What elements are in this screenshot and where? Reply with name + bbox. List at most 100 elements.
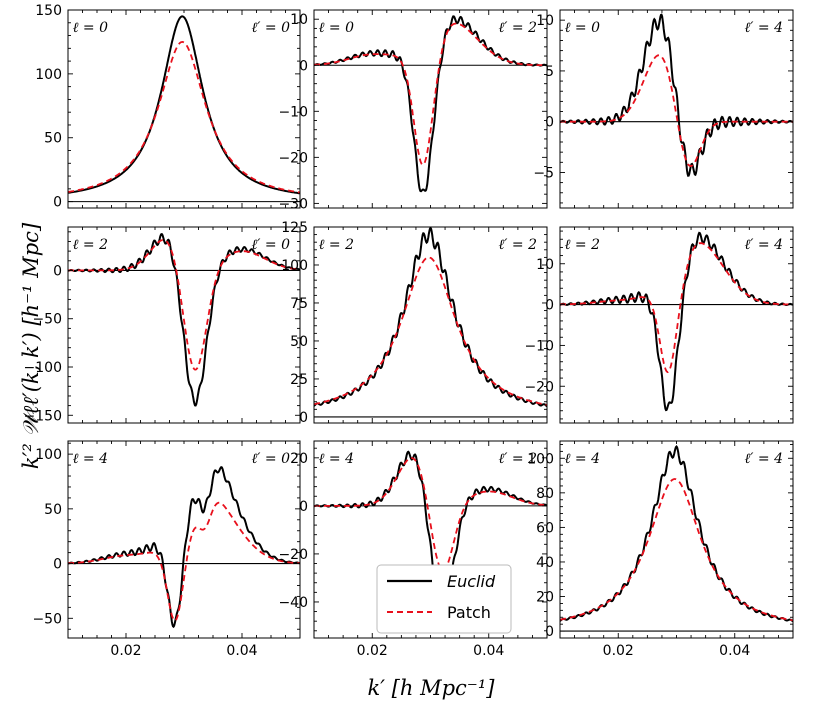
y-tick-label: 50 xyxy=(44,131,62,147)
axes-frame xyxy=(67,440,301,639)
series-patch xyxy=(68,40,300,194)
y-tick-label: 40 xyxy=(536,555,554,571)
series-euclid xyxy=(314,15,547,193)
series-euclid xyxy=(68,15,300,195)
series-patch xyxy=(314,22,547,166)
x-tick-label: 0.02 xyxy=(357,643,388,659)
panel-label-left: ℓ = 0 xyxy=(319,20,354,36)
y-tick-label: 100 xyxy=(35,447,62,463)
y-tick-label: 0 xyxy=(299,410,308,426)
panel-1-2: −20 −10 0 10 ℓ = 2 ℓ′ = 4 xyxy=(524,226,794,424)
series-euclid xyxy=(68,466,300,629)
y-tick-label: 25 xyxy=(290,372,308,388)
y-tick-label: −20 xyxy=(278,150,308,166)
x-tick-label: 0.04 xyxy=(473,643,504,659)
series-patch xyxy=(560,478,793,622)
axes-frame xyxy=(67,226,301,424)
y-tick-label: 5 xyxy=(545,64,554,80)
y-tick-label: 50 xyxy=(44,502,62,518)
panel-label-left: ℓ = 2 xyxy=(319,237,354,253)
panel-label-right: ℓ′ = 4 xyxy=(744,451,783,467)
axes-frame xyxy=(559,9,794,209)
panel-label-right: ℓ′ = 4 xyxy=(744,237,783,253)
y-tick-label: 0 xyxy=(299,58,308,74)
y-tick-label: 50 xyxy=(290,334,308,350)
y-tick-label: 0 xyxy=(545,298,554,314)
panel-label-left: ℓ = 0 xyxy=(565,20,600,36)
panel-label-right: ℓ′ = 4 xyxy=(744,20,783,36)
y-tick-label: −10 xyxy=(524,338,554,354)
series-euclid xyxy=(560,444,793,623)
y-tick-label: 0 xyxy=(299,499,308,515)
series-patch xyxy=(68,239,300,371)
y-tick-label: 10 xyxy=(536,257,554,273)
panel-0-2: −5 0 5 10 ℓ = 0 ℓ′ = 4 xyxy=(533,9,794,209)
panel-label-left: ℓ = 0 xyxy=(73,20,108,36)
series-patch xyxy=(314,457,547,572)
y-tick-label: 150 xyxy=(35,3,62,19)
panel-0-0: 0 50 100 150 ℓ = 0 ℓ′ = 0 xyxy=(35,3,301,211)
series-patch xyxy=(560,54,793,168)
panel-label-left: ℓ = 4 xyxy=(565,451,600,467)
y-axis-label: k′² 𝒲ℓℓ′(k, k′) [h⁻¹ Mpc] xyxy=(19,222,43,469)
y-tick-label: 75 xyxy=(290,296,308,312)
y-tick-label: 0 xyxy=(53,557,62,573)
y-tick-label: −150 xyxy=(24,408,62,424)
panel-label-right: ℓ′ = 2 xyxy=(498,20,537,36)
y-tick-label: −50 xyxy=(32,312,62,328)
series-euclid xyxy=(68,233,300,407)
x-axis-label: k′ [h Mpc⁻¹] xyxy=(368,676,496,700)
series-patch xyxy=(560,242,793,374)
series-euclid xyxy=(560,231,793,412)
y-tick-label: 0 xyxy=(53,263,62,279)
panel-label-right: ℓ′ = 0 xyxy=(251,237,290,253)
panel-2-2: 0.02 0.04 0 20 40 60 80 100 ℓ = 4 ℓ′ = 4 xyxy=(527,440,794,659)
legend-euclid-label: Euclid xyxy=(447,572,496,591)
legend-patch-label: Patch xyxy=(447,603,491,622)
x-tick-label: 0.02 xyxy=(110,643,141,659)
panel-label-right: ℓ′ = 0 xyxy=(251,451,290,467)
panel-2-0: 0.02 0.04 −50 0 50 100 ℓ = 4 ℓ′ = 0 xyxy=(32,440,301,659)
panel-label-left: ℓ = 4 xyxy=(319,451,354,467)
y-tick-label: 0 xyxy=(545,115,554,131)
y-tick-label: −5 xyxy=(533,165,554,181)
panel-0-1: −30 −20 −10 0 10 ℓ = 0 ℓ′ = 2 xyxy=(278,9,548,212)
y-tick-label: 20 xyxy=(536,590,554,606)
axes-frame xyxy=(313,9,548,209)
series-patch xyxy=(68,501,300,622)
panel-1-0: −150 −100 −50 0 ℓ = 2 ℓ′ = 0 xyxy=(24,226,301,424)
y-tick-label: 100 xyxy=(35,67,62,83)
y-tick-label: 10 xyxy=(290,12,308,28)
y-tick-label: −50 xyxy=(32,611,62,627)
y-tick-label: −30 xyxy=(278,196,308,212)
y-tick-label: −20 xyxy=(524,379,554,395)
axes-frame xyxy=(559,440,794,639)
series-euclid xyxy=(314,227,547,408)
panel-label-right: ℓ′ = 2 xyxy=(498,237,537,253)
x-tick-label: 0.02 xyxy=(603,643,634,659)
panel-label-left: ℓ = 2 xyxy=(73,237,108,253)
series-patch xyxy=(314,256,547,406)
x-tick-label: 0.04 xyxy=(226,643,257,659)
legend: Euclid Patch xyxy=(376,564,512,634)
y-tick-label: 0 xyxy=(53,195,62,211)
axes-frame xyxy=(67,9,301,209)
panel-label-right: ℓ′ = 2 xyxy=(498,451,537,467)
panel-1-1: 0 25 50 75 100 125 ℓ = 2 ℓ′ = 2 xyxy=(281,220,548,426)
x-tick-label: 0.04 xyxy=(719,643,750,659)
series-euclid xyxy=(314,450,547,616)
y-tick-label: 60 xyxy=(536,520,554,536)
y-tick-label: 20 xyxy=(290,451,308,467)
axes-frame xyxy=(559,226,794,424)
y-tick-label: 80 xyxy=(536,486,554,502)
y-tick-label: 100 xyxy=(527,451,554,467)
y-tick-label: −40 xyxy=(278,595,308,611)
y-tick-label: 0 xyxy=(545,624,554,640)
y-tick-label: 100 xyxy=(281,258,308,274)
panel-label-left: ℓ = 4 xyxy=(73,451,108,467)
y-tick-label: 10 xyxy=(536,13,554,29)
y-tick-label: −10 xyxy=(278,104,308,120)
panel-label-left: ℓ = 2 xyxy=(565,237,600,253)
